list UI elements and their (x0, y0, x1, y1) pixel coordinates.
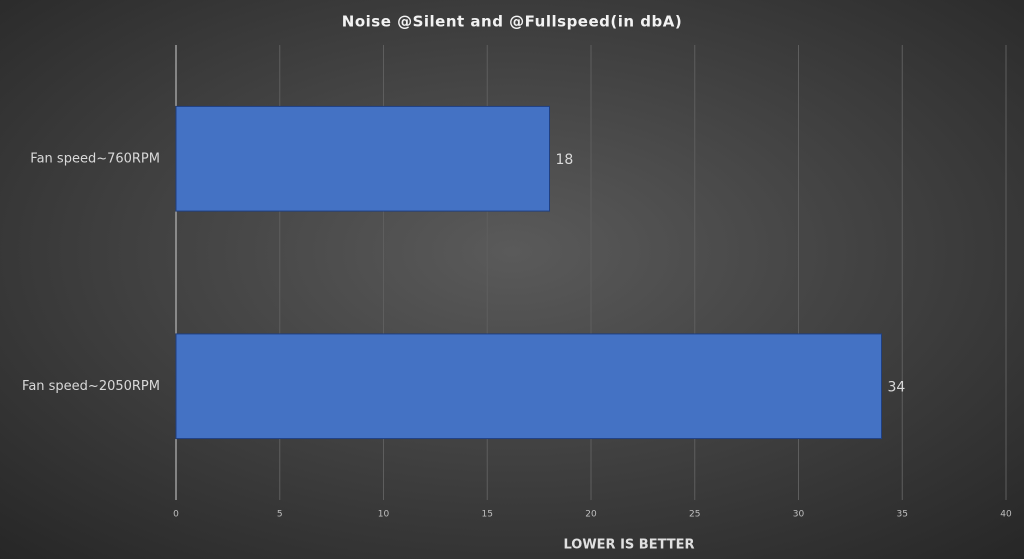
x-tick-label: 5 (277, 510, 283, 520)
x-axis-label: LOWER IS BETTER (563, 538, 694, 553)
x-tick-label: 30 (793, 510, 805, 520)
x-tick-label: 35 (897, 510, 908, 520)
x-tick-label: 10 (378, 510, 390, 520)
y-tick-label: Fan speed~2050RPM (22, 379, 160, 394)
x-tick-label: 40 (1000, 510, 1012, 520)
data-label: 34 (888, 379, 906, 395)
x-tick-label: 25 (689, 510, 700, 520)
x-tick-label: 0 (173, 510, 179, 520)
bar (175, 105, 550, 212)
bar (175, 333, 882, 440)
chart-title: Noise @Silent and @Fullspeed(in dbA) (342, 13, 682, 31)
x-tick-label: 20 (585, 510, 597, 520)
y-tick-label: Fan speed~760RPM (30, 151, 160, 166)
x-tick-label: 15 (482, 510, 493, 520)
data-label: 18 (556, 152, 574, 168)
